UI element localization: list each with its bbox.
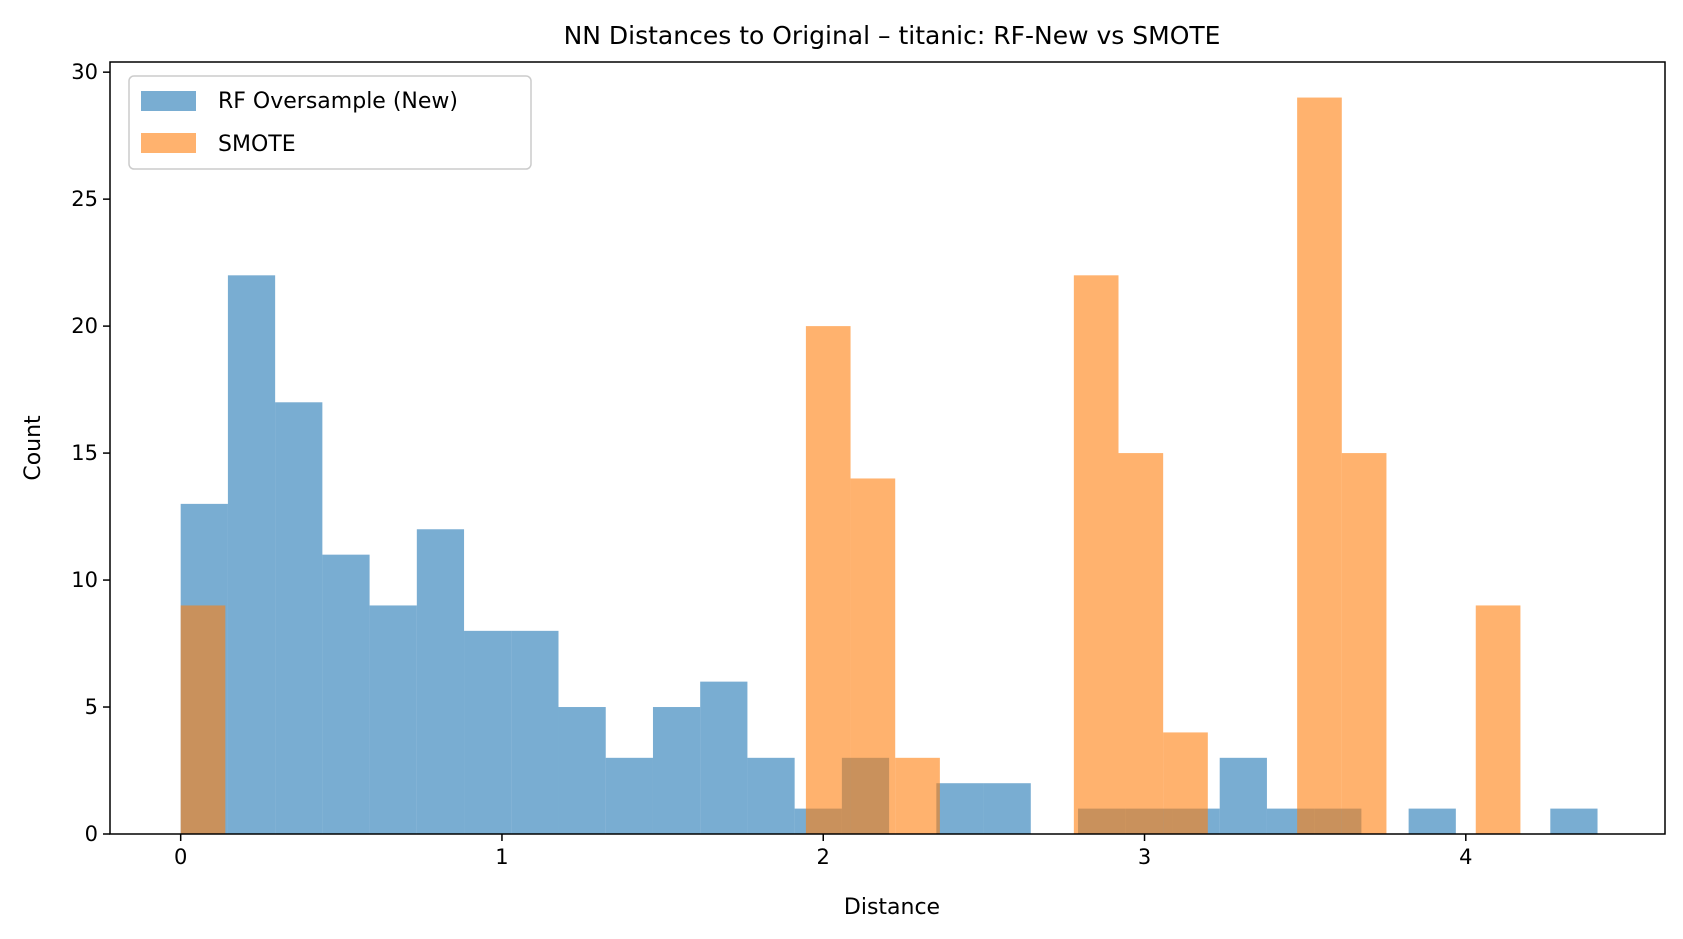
- bar-rf-oversample-new-3: [322, 554, 370, 834]
- bar-rf-oversample-new-7: [511, 630, 559, 834]
- bar-rf-oversample-new-4: [369, 605, 417, 834]
- bar-rf-oversample-new-22: [1219, 757, 1267, 834]
- x-tick-label: 0: [174, 845, 187, 869]
- bar-rf-oversample-new-12: [747, 757, 795, 834]
- axes-frame: [109, 61, 1666, 835]
- legend-swatch-rf-oversample: [141, 91, 196, 111]
- y-axis-label: Count: [21, 415, 46, 481]
- y-tick-label: 30: [71, 60, 98, 84]
- legend: RF Oversample (New) SMOTE: [128, 75, 532, 170]
- bar-smote-21: [1118, 453, 1164, 834]
- bar-smote-15: [850, 478, 896, 834]
- bar-rf-oversample-new-1: [227, 275, 276, 834]
- chart-title: NN Distances to Original – titanic: RF-N…: [564, 21, 1221, 50]
- x-axis-ticks: 0 1 2 3 4: [174, 834, 1472, 869]
- bar-rf-oversample-new-29: [1550, 808, 1598, 834]
- bar-rf-oversample-new-26: [1408, 808, 1456, 834]
- bar-smote-0: [180, 605, 226, 834]
- x-tick-label: 2: [817, 845, 830, 869]
- bar-smote-26: [1341, 453, 1387, 834]
- x-tick-label: 4: [1459, 845, 1472, 869]
- bar-smote-14: [805, 326, 851, 834]
- y-tick-label: 20: [71, 314, 98, 338]
- bar-smote-16: [895, 757, 940, 834]
- legend-label-smote: SMOTE: [218, 132, 296, 157]
- bar-rf-oversample-new-9: [605, 757, 653, 834]
- y-tick-label: 10: [71, 568, 98, 592]
- bar-smote-25: [1297, 97, 1342, 835]
- bar-smote-29: [1475, 605, 1521, 834]
- bar-rf-oversample-new-6: [464, 630, 512, 834]
- legend-swatch-smote: [141, 133, 196, 153]
- x-tick-label: 3: [1138, 845, 1151, 869]
- bar-smote-22: [1163, 732, 1208, 834]
- bar-smote-20: [1073, 275, 1119, 834]
- y-tick-label: 0: [85, 822, 98, 846]
- x-axis-label: Distance: [844, 895, 940, 920]
- legend-box: [128, 75, 532, 170]
- y-tick-label: 15: [71, 441, 98, 465]
- bar-rf-oversample-new-16: [936, 783, 984, 834]
- bar-rf-oversample-new-11: [700, 681, 748, 834]
- plot-area: 0 1 2 3 4 0 5 10 15 20 25 30: [71, 60, 1666, 869]
- bar-rf-oversample-new-8: [558, 707, 606, 834]
- bar-rf-oversample-new-5: [416, 529, 465, 834]
- legend-label-rf-oversample: RF Oversample (New): [218, 89, 458, 114]
- x-tick-label: 1: [495, 845, 508, 869]
- y-axis-ticks: 0 5 10 15 20 25 30: [71, 60, 110, 846]
- histogram-bars: [180, 97, 1598, 835]
- y-tick-label: 5: [85, 695, 98, 719]
- y-tick-label: 25: [71, 187, 98, 211]
- bar-rf-oversample-new-2: [275, 402, 323, 834]
- bar-rf-oversample-new-10: [652, 707, 701, 834]
- bar-rf-oversample-new-17: [983, 783, 1031, 834]
